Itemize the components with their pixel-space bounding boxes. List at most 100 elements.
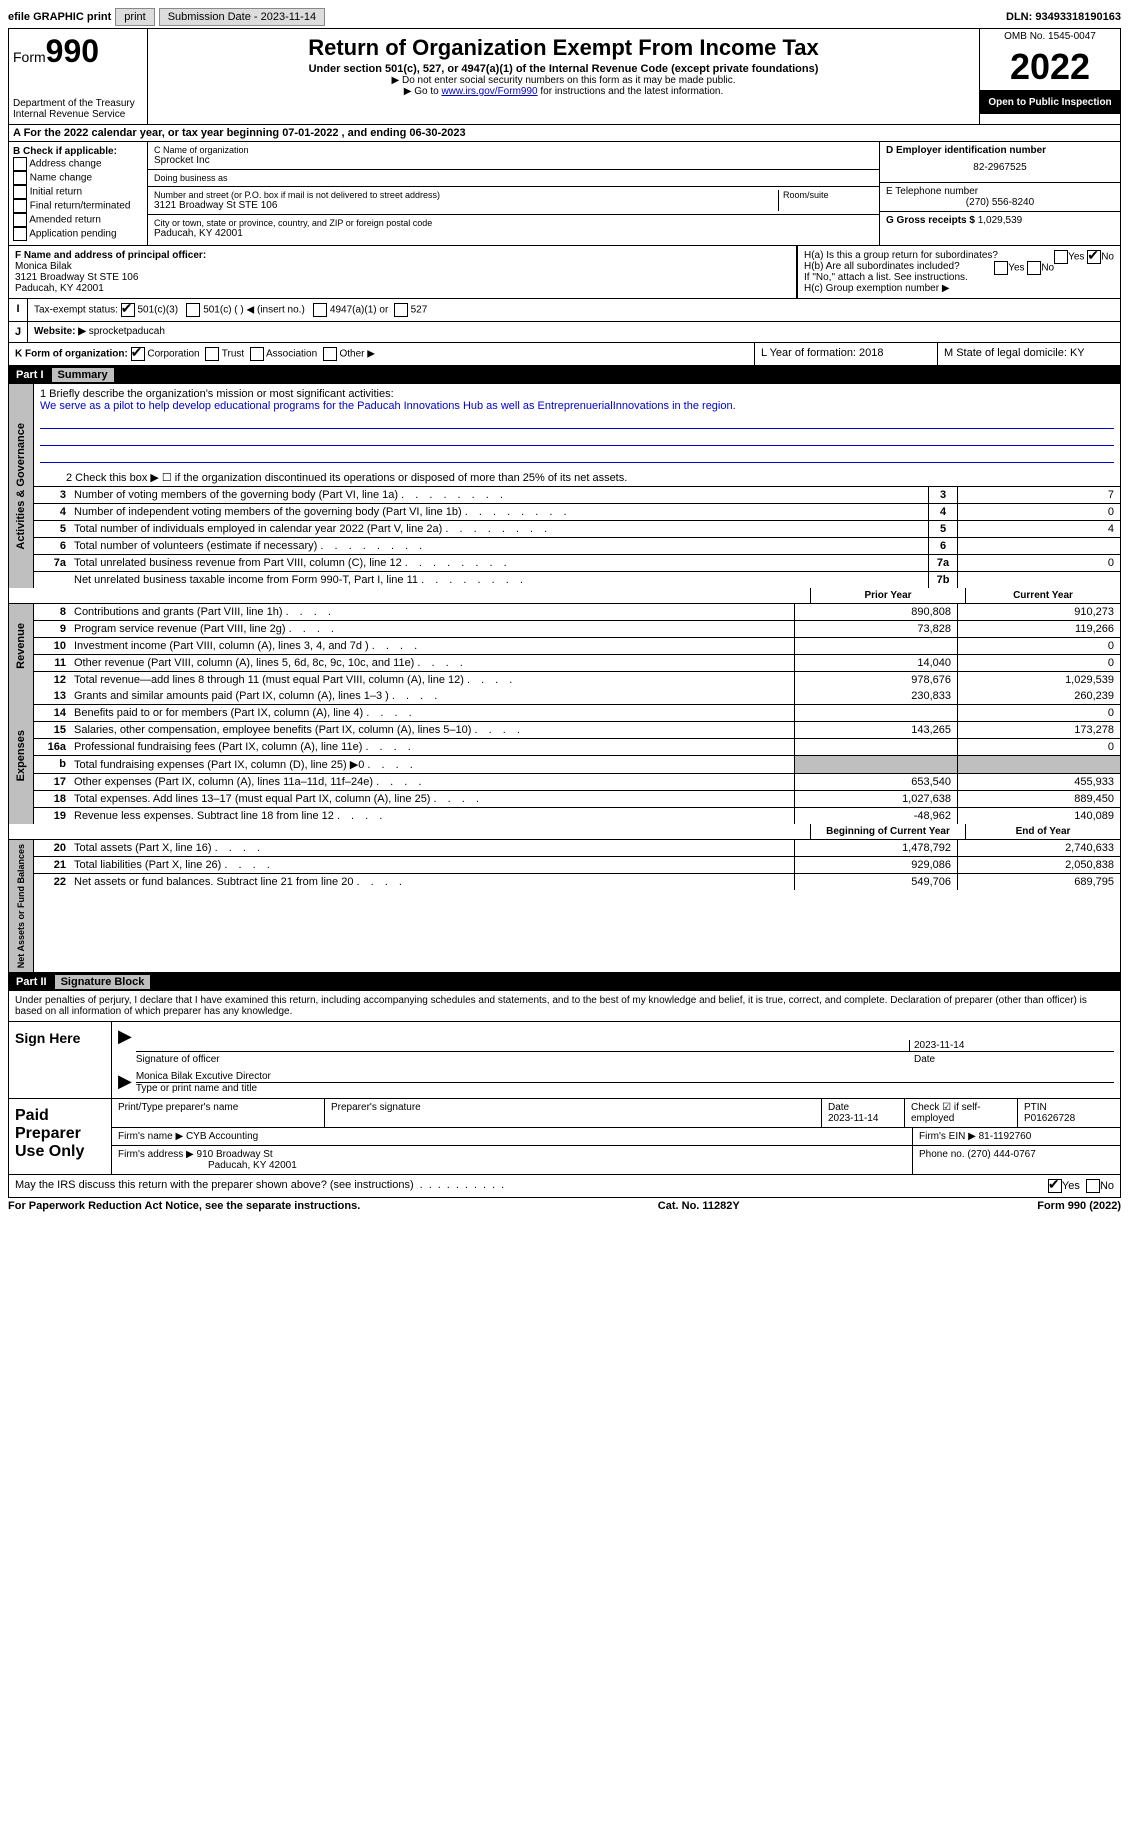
section-governance: Activities & Governance (13, 419, 29, 554)
form-number: 990 (46, 33, 99, 69)
hdr-current-year: Current Year (965, 588, 1120, 603)
opt-501c: 501(c) ( ) ◀ (insert no.) (203, 305, 305, 316)
print-button[interactable]: print (115, 8, 154, 26)
firm-ein-val: 81-1192760 (979, 1131, 1032, 1142)
city-label: City or town, state or province, country… (154, 218, 873, 228)
tax-year: 2022 (980, 44, 1120, 91)
cb-4947[interactable] (313, 303, 327, 317)
firm-addr-val: 910 Broadway St (197, 1149, 273, 1160)
form-footer: Form 990 (2022) (1037, 1200, 1121, 1212)
tax-status-label: Tax-exempt status: (34, 305, 118, 316)
hc-label: H(c) Group exemption number ▶ (804, 283, 1114, 294)
row-j-letter: J (9, 322, 28, 342)
cb-address-change-lbl: Address change (29, 159, 101, 170)
room-label: Room/suite (783, 190, 873, 200)
city-value: Paducah, KY 42001 (154, 228, 873, 239)
cb-ha-no[interactable] (1087, 250, 1101, 264)
dba-label: Doing business as (154, 173, 873, 183)
cb-final-return[interactable] (13, 199, 27, 213)
cb-amended[interactable] (13, 213, 27, 227)
street-label: Number and street (or P.O. box if mail i… (154, 190, 778, 200)
paid-preparer-label: Paid Preparer Use Only (9, 1099, 111, 1174)
sign-date: 2023-11-14 (909, 1040, 1114, 1051)
form-subtitle: Under section 501(c), 527, or 4947(a)(1)… (152, 63, 975, 75)
firm-phone-val: (270) 444-0767 (967, 1149, 1035, 1160)
mission-text: We serve as a pilot to help develop educ… (40, 400, 1114, 412)
cb-501c[interactable] (186, 303, 200, 317)
penalties-text: Under penalties of perjury, I declare th… (8, 991, 1121, 1022)
part2-num: Part II (16, 976, 47, 988)
dln-text: DLN: 93493318190163 (1006, 11, 1121, 23)
opt-trust: Trust (222, 349, 244, 360)
gross-value: 1,029,539 (978, 215, 1023, 226)
ptin-val: P01626728 (1024, 1113, 1075, 1124)
cb-name-change-lbl: Name change (30, 173, 92, 184)
firm-name-lbl: Firm's name ▶ (118, 1131, 183, 1142)
hdr-begin-year: Beginning of Current Year (810, 824, 965, 839)
sign-here-label: Sign Here (9, 1022, 111, 1098)
hb-label: H(b) Are all subordinates included? (804, 261, 960, 272)
cb-ha-yes[interactable] (1054, 250, 1068, 264)
mission-label: 1 Briefly describe the organization's mi… (40, 388, 1114, 400)
cat-number: Cat. No. 11282Y (658, 1200, 740, 1212)
cb-trust[interactable] (205, 347, 219, 361)
part1-title: Summary (52, 368, 114, 382)
cb-corp[interactable] (131, 347, 145, 361)
section-revenue: Revenue (13, 619, 29, 673)
form-org-label: K Form of organization: (15, 349, 128, 360)
ein-label: D Employer identification number (886, 145, 1114, 156)
preparer-name-hdr: Print/Type preparer's name (112, 1099, 325, 1127)
website-label: Website: ▶ (34, 326, 86, 337)
cb-assoc[interactable] (250, 347, 264, 361)
cb-app-pending-lbl: Application pending (29, 229, 116, 240)
officer-name: Monica Bilak (15, 261, 790, 272)
efile-label: efile GRAPHIC print (8, 11, 111, 23)
org-name: Sprocket Inc (154, 155, 873, 166)
preparer-sig-hdr: Preparer's signature (325, 1099, 822, 1127)
note-ssn: ▶ Do not enter social security numbers o… (152, 75, 975, 86)
ha-label: H(a) Is this a group return for subordin… (804, 250, 998, 261)
cb-final-return-lbl: Final return/terminated (30, 201, 131, 212)
arrow-icon: ▶ (118, 1071, 132, 1094)
street-value: 3121 Broadway St STE 106 (154, 200, 778, 211)
paperwork-notice: For Paperwork Reduction Act Notice, see … (8, 1200, 360, 1212)
cb-address-change[interactable] (13, 157, 27, 171)
hdr-end-year: End of Year (965, 824, 1120, 839)
omb-number: OMB No. 1545-0047 (980, 29, 1120, 44)
box-b-label: B Check if applicable: (13, 146, 143, 157)
cb-527[interactable] (394, 303, 408, 317)
firm-addr-lbl: Firm's address ▶ (118, 1149, 194, 1160)
mission-line (40, 448, 1114, 463)
dept-text: Department of the Treasury Internal Reve… (13, 98, 143, 120)
print-name-label: Type or print name and title (136, 1083, 1114, 1094)
firm-name-val: CYB Accounting (186, 1131, 258, 1142)
gross-label: G Gross receipts $ (886, 215, 975, 226)
cb-initial-return-lbl: Initial return (30, 187, 82, 198)
note-goto-pre: ▶ Go to (404, 86, 442, 97)
cb-501c3[interactable] (121, 303, 135, 317)
opt-4947: 4947(a)(1) or (330, 305, 388, 316)
date-label: Date (914, 1054, 1114, 1065)
year-formation: L Year of formation: 2018 (754, 343, 937, 365)
row-a-text: A For the 2022 calendar year, or tax yea… (8, 125, 1121, 142)
cb-initial-return[interactable] (13, 185, 27, 199)
cb-other[interactable] (323, 347, 337, 361)
irs-link[interactable]: www.irs.gov/Form990 (441, 86, 537, 97)
part1-num: Part I (16, 369, 44, 381)
self-employed-hdr: Check ☑ if self-employed (905, 1099, 1018, 1127)
cb-discuss-no[interactable] (1086, 1179, 1100, 1193)
prep-date-val: 2023-11-14 (828, 1113, 878, 1124)
ptin-hdr: PTIN (1024, 1102, 1047, 1113)
cb-name-change[interactable] (13, 171, 27, 185)
part2-title: Signature Block (55, 975, 151, 989)
submission-button[interactable]: Submission Date - 2023-11-14 (159, 8, 325, 26)
opt-corp: Corporation (147, 349, 199, 360)
cb-discuss-yes[interactable] (1048, 1179, 1062, 1193)
prep-date-hdr: Date (828, 1102, 849, 1113)
row-i-letter: I (9, 299, 28, 321)
firm-addr-val2: Paducah, KY 42001 (208, 1160, 297, 1171)
cb-app-pending[interactable] (13, 227, 27, 241)
cb-hb-no[interactable] (1027, 261, 1041, 275)
cb-hb-yes[interactable] (994, 261, 1008, 275)
note-goto-post: for instructions and the latest informat… (538, 86, 724, 97)
